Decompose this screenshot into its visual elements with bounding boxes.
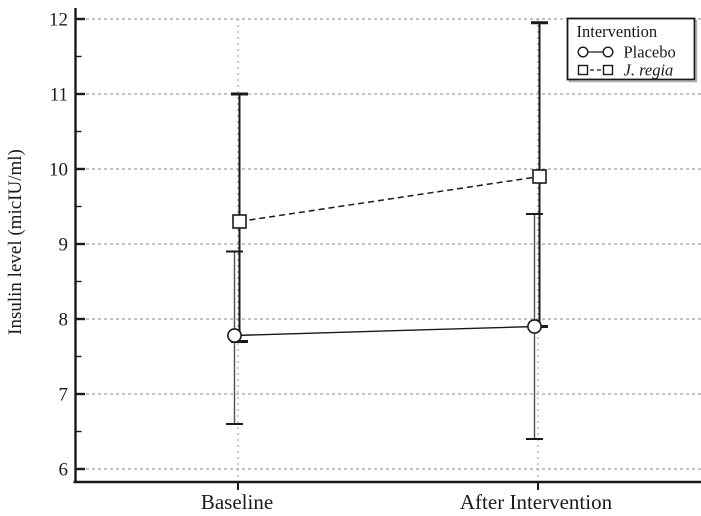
x-category-label: After Intervention: [460, 490, 613, 514]
series-line-placebo: [234, 325, 535, 337]
y-tick-label: 11: [50, 85, 68, 106]
legend-marker-square: [602, 64, 614, 76]
legend-label-placebo: Placebo: [624, 43, 676, 62]
y-tick-label: 10: [49, 160, 68, 181]
marker-square: [532, 169, 547, 184]
marker-circle: [227, 328, 242, 343]
y-axis-title: Insulin level (micIU/ml): [5, 149, 26, 335]
legend-title: Intervention: [577, 22, 658, 41]
y-tick-label: 7: [59, 385, 69, 406]
series-line-j-regia: [239, 175, 540, 223]
x-category-label: Baseline: [201, 490, 273, 514]
legend-label-j-regia: J. regia: [624, 61, 674, 80]
y-tick-label: 9: [59, 235, 69, 256]
marker-square: [232, 214, 247, 229]
legend-marker-square: [577, 64, 589, 76]
legend-box: [566, 17, 696, 81]
legend-marker-circle: [577, 46, 589, 58]
y-tick-label: 8: [59, 310, 69, 331]
y-tick-label: 12: [49, 10, 68, 31]
y-tick-label: 6: [59, 460, 69, 481]
marker-circle: [527, 319, 542, 334]
legend-marker-circle: [602, 46, 614, 58]
